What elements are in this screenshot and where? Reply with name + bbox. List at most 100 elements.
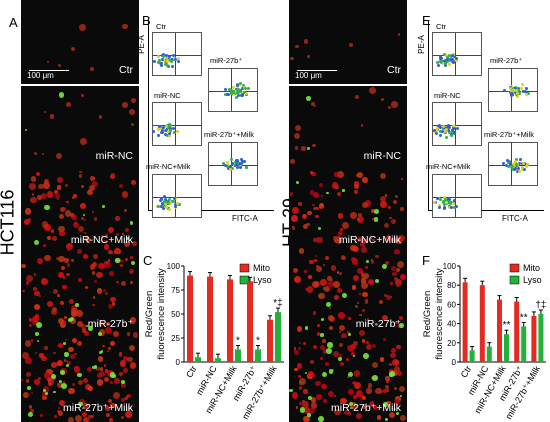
red-signal: [78, 398, 85, 405]
red-signal: [298, 248, 305, 254]
flow-event: [449, 58, 453, 62]
flow-event: [239, 157, 243, 161]
red-signal: [341, 332, 348, 338]
red-signal: [307, 55, 310, 58]
green-signal: [68, 318, 72, 322]
flow-plot-5: [488, 142, 538, 186]
flow-event: [169, 129, 173, 133]
red-signal: [113, 330, 120, 337]
red-signal: [129, 280, 134, 285]
flow-event: [166, 133, 170, 137]
flow-event: [439, 54, 443, 58]
red-signal: [25, 281, 30, 285]
red-signal: [298, 346, 301, 350]
red-signal: [49, 114, 55, 119]
flow-event: [172, 200, 176, 204]
red-signal: [91, 271, 96, 276]
micrograph-2: miR-NC: [289, 86, 407, 170]
flow-event: [441, 62, 445, 66]
red-signal: [356, 389, 364, 397]
flow-plot-label: miR-NC: [154, 91, 181, 100]
green-signal: [348, 371, 354, 377]
flow-event: [452, 54, 456, 58]
red-signal: [57, 294, 60, 298]
green-signal: [97, 332, 102, 337]
green-signal: [27, 412, 33, 418]
red-signal: [366, 341, 369, 344]
red-signal: [355, 95, 360, 100]
red-signal: [365, 266, 369, 270]
green-signal: [305, 371, 308, 375]
green-signal: [372, 375, 379, 382]
green-signal: [320, 333, 324, 337]
micrograph-label: miR-27b⁺: [355, 318, 401, 330]
flow-event: [166, 59, 170, 63]
red-signal: [307, 211, 312, 216]
red-signal: [322, 349, 327, 354]
red-signal: [31, 339, 34, 342]
green-signal: [86, 324, 89, 327]
red-signal: [384, 193, 388, 197]
red-signal: [389, 282, 393, 285]
red-signal: [336, 271, 340, 274]
red-signal: [104, 369, 109, 374]
red-signal: [127, 356, 133, 363]
red-signal: [381, 97, 384, 101]
red-signal: [358, 330, 365, 337]
red-signal: [97, 356, 104, 362]
panel-letter-b: B: [142, 13, 151, 28]
flow-plot-4: [488, 68, 538, 112]
flow-event: [236, 90, 240, 94]
red-signal: [354, 304, 359, 309]
red-signal: [34, 379, 40, 385]
red-signal: [128, 108, 136, 116]
red-signal: [121, 382, 127, 388]
flow-event: [229, 168, 233, 172]
red-signal: [359, 397, 362, 401]
red-signal: [104, 364, 107, 367]
flow-event: [517, 169, 521, 173]
red-signal: [44, 254, 51, 262]
flow-event: [444, 63, 448, 67]
red-signal: [124, 258, 128, 262]
red-signal: [381, 314, 388, 322]
flow-event: [233, 92, 237, 96]
red-signal: [104, 240, 107, 243]
flow-event: [171, 58, 175, 62]
green-signal: [389, 373, 394, 378]
red-signal: [119, 360, 127, 367]
red-signal: [89, 184, 95, 191]
flow-event: [442, 196, 446, 200]
red-signal: [321, 383, 327, 390]
red-signal: [349, 43, 354, 48]
green-signal: [306, 96, 311, 101]
red-signal: [388, 205, 392, 209]
red-signal: [294, 368, 298, 372]
red-signal: [296, 326, 303, 333]
flow-event: [514, 88, 518, 92]
red-signal: [70, 213, 74, 217]
red-signal: [58, 214, 65, 220]
green-signal: [296, 181, 300, 185]
green-signal: [70, 317, 75, 322]
red-signal: [111, 173, 115, 177]
flow-event: [160, 197, 164, 201]
red-signal: [27, 218, 32, 222]
red-signal: [293, 349, 297, 352]
green-signal: [289, 388, 293, 392]
red-signal: [389, 216, 392, 219]
y-tick-label: 25: [171, 334, 180, 343]
red-signal: [395, 396, 401, 402]
red-signal: [393, 366, 401, 373]
green-signal: [300, 407, 306, 413]
red-signal: [30, 409, 35, 414]
micrograph-label: Ctr: [387, 64, 401, 76]
red-signal: [40, 414, 43, 417]
flow-event: [507, 160, 511, 164]
green-signal: [348, 402, 353, 407]
flow-event: [435, 60, 439, 64]
flow-event: [164, 54, 168, 58]
flow-event: [174, 205, 178, 209]
legend-label-mito: Mito: [253, 263, 270, 273]
flow-event: [444, 130, 448, 134]
